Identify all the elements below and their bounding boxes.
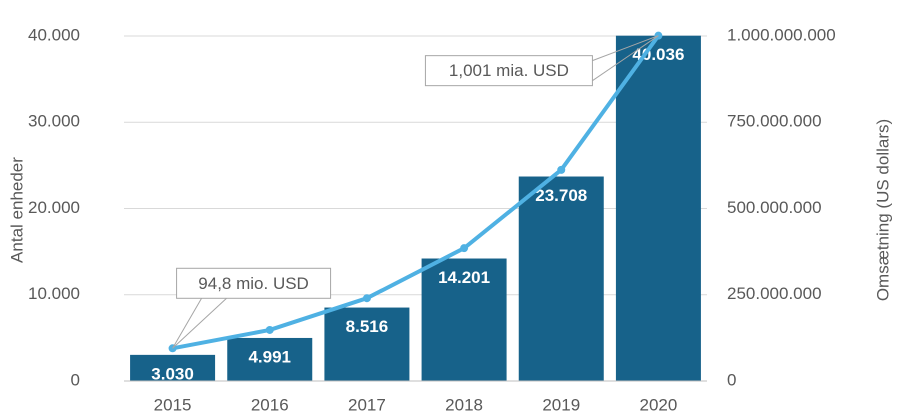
x-tick-label: 2016	[251, 395, 289, 414]
x-tick-label: 2019	[542, 395, 580, 414]
annotation-label: 94,8 mio. USD	[198, 274, 309, 293]
annotation-callout	[592, 35, 659, 82]
y2-tick-label: 250.000.000	[727, 284, 822, 303]
bar-value-label: 8.516	[346, 317, 389, 336]
y-tick-label: 40.000	[28, 25, 80, 44]
line	[172, 34, 661, 351]
annotation-callout	[172, 297, 227, 349]
line-point	[362, 294, 371, 303]
bar	[227, 337, 313, 381]
bar	[615, 35, 701, 381]
y2-tick-label: 750.000.000	[727, 112, 822, 131]
line-point	[557, 165, 566, 174]
x-tick-label: 2020	[640, 395, 678, 414]
bar-value-label: 14.201	[438, 268, 490, 287]
y-axis-title: Antal enheder	[7, 157, 26, 263]
y2-tick-label: 0	[727, 370, 736, 389]
y2-tick-label: 500.000.000	[727, 198, 822, 217]
bar	[130, 354, 216, 381]
line-point	[265, 325, 274, 334]
x-tick-label: 2015	[154, 395, 192, 414]
bar	[324, 307, 410, 381]
y-tick-label: 30.000	[28, 112, 80, 131]
y-tick-label: 10.000	[28, 284, 80, 303]
bar-value-label: 40.036	[632, 45, 684, 64]
annotation-label: 1,001 mia. USD	[449, 61, 569, 80]
x-tick-label: 2017	[348, 395, 386, 414]
y2-tick-label: 1.000.000.000	[727, 25, 836, 44]
y2-axis-title: Omsætning (US dollars)	[873, 119, 892, 301]
x-tick-label: 2018	[445, 395, 483, 414]
annotation-box	[176, 267, 332, 299]
annotation-box	[424, 55, 593, 87]
bar-value-label: 4.991	[248, 347, 291, 366]
line-point	[460, 244, 469, 253]
bar	[421, 258, 507, 381]
y-tick-label: 0	[71, 370, 80, 389]
y-tick-label: 20.000	[28, 198, 80, 217]
bar	[518, 176, 604, 381]
bar-value-label: 3.030	[151, 364, 194, 383]
bar-value-label: 23.708	[535, 186, 587, 205]
